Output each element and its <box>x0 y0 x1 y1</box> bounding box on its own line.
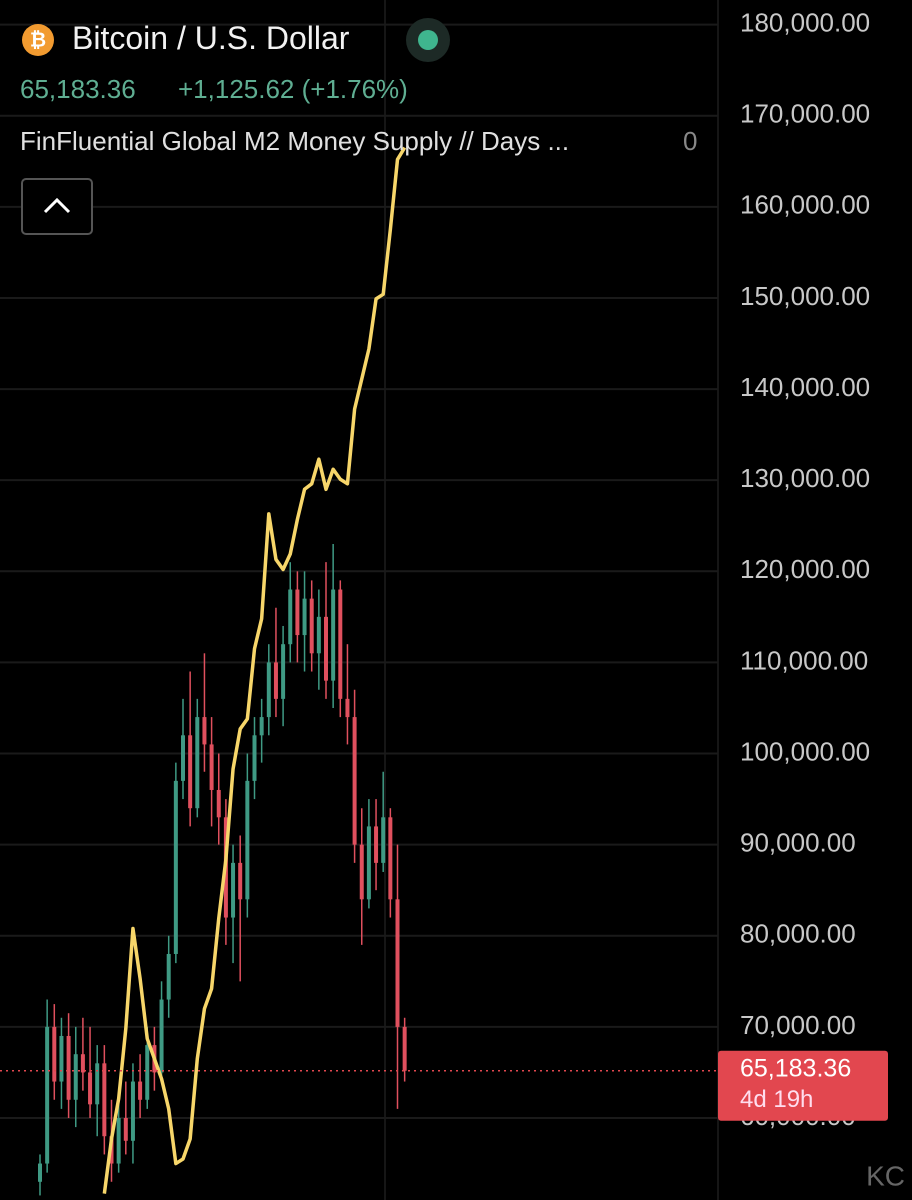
candle-body <box>166 953 171 1000</box>
candle-body <box>209 744 214 790</box>
candle-body <box>231 862 236 918</box>
candle-body <box>59 1035 64 1082</box>
candle-body <box>88 1072 93 1105</box>
symbol-title: Bitcoin / U.S. Dollar <box>72 20 350 56</box>
candle-body <box>266 662 271 718</box>
candle-body <box>102 1063 107 1137</box>
candle-body <box>116 1117 121 1164</box>
y-tick-label: 80,000.00 <box>740 919 856 949</box>
indicator-value: 0 <box>683 126 698 156</box>
plot <box>0 146 718 1196</box>
candle-body <box>273 662 278 699</box>
candle-body <box>366 826 371 900</box>
candle-body <box>238 862 243 900</box>
y-tick-label: 130,000.00 <box>740 463 870 493</box>
y-tick-label: 100,000.00 <box>740 736 870 766</box>
bitcoin-icon <box>22 24 54 56</box>
candle-body <box>195 717 200 809</box>
candle-body <box>374 826 379 863</box>
candle-body <box>259 717 264 736</box>
price-change: +1,125.62 (+1.76%) <box>178 74 408 104</box>
price-tag-box <box>718 1050 888 1121</box>
bitcoin-symbol: ₿ <box>30 29 46 51</box>
candle-body <box>66 1035 71 1100</box>
candle-body <box>381 817 386 863</box>
candle-body <box>302 598 307 636</box>
candle-body <box>324 616 328 681</box>
indicator-name: FinFluential Global M2 Money Supply // D… <box>20 126 570 156</box>
candle-body <box>402 1026 407 1071</box>
y-tick-label: 150,000.00 <box>740 281 870 311</box>
status-dot <box>418 30 438 50</box>
candle-body <box>80 1054 85 1073</box>
price-tag-value: 65,183.36 <box>740 1054 851 1082</box>
candle-body <box>309 598 314 654</box>
candle-body <box>130 1081 135 1141</box>
candle-body <box>38 1163 42 1182</box>
candle-body <box>338 589 343 699</box>
watermark: KC <box>866 1160 905 1191</box>
y-tick-label: 90,000.00 <box>740 828 856 858</box>
candle-body <box>188 735 193 809</box>
collapse-button[interactable] <box>21 178 93 235</box>
candle-body <box>281 644 286 699</box>
candle-body <box>395 899 400 1027</box>
candle-body <box>359 844 364 900</box>
candle-body <box>95 1063 100 1105</box>
y-tick-label: 120,000.00 <box>740 554 870 584</box>
y-tick-label: 110,000.00 <box>740 645 868 675</box>
y-tick-label: 70,000.00 <box>740 1010 856 1040</box>
candle-body <box>45 1026 50 1164</box>
candle-body <box>252 735 257 781</box>
candle-body <box>316 616 321 654</box>
candle-body <box>245 780 250 900</box>
candle-body <box>159 999 164 1073</box>
header-icons: ₿ <box>21 18 450 235</box>
y-tick-label: 160,000.00 <box>740 190 870 220</box>
candle-body <box>388 817 393 900</box>
candle-body <box>145 1045 150 1100</box>
y-axis: 60,000.0070,000.0080,000.0090,000.00100,… <box>740 7 870 1130</box>
candle-body <box>138 1081 143 1100</box>
last-price: 65,183.36 <box>20 74 136 104</box>
candle-body <box>216 789 221 818</box>
candle-body <box>173 780 178 954</box>
candle-body <box>352 717 357 845</box>
candle-body <box>52 1026 57 1082</box>
y-tick-label: 180,000.00 <box>740 7 870 37</box>
candle-body <box>295 589 300 636</box>
price-tag: 65,183.36 4d 19h <box>718 1050 888 1121</box>
price-tag-countdown: 4d 19h <box>740 1086 813 1113</box>
candle-body <box>123 1117 128 1141</box>
candle-body <box>331 589 336 681</box>
m2-line <box>102 146 407 1194</box>
candle-body <box>181 735 185 781</box>
y-tick-label: 170,000.00 <box>740 99 870 129</box>
candle-body <box>345 698 350 718</box>
caret-icon <box>43 197 71 214</box>
candle-body <box>288 589 293 645</box>
candle-body <box>202 717 207 745</box>
y-tick-label: 140,000.00 <box>740 372 870 402</box>
candle-body <box>73 1054 78 1100</box>
